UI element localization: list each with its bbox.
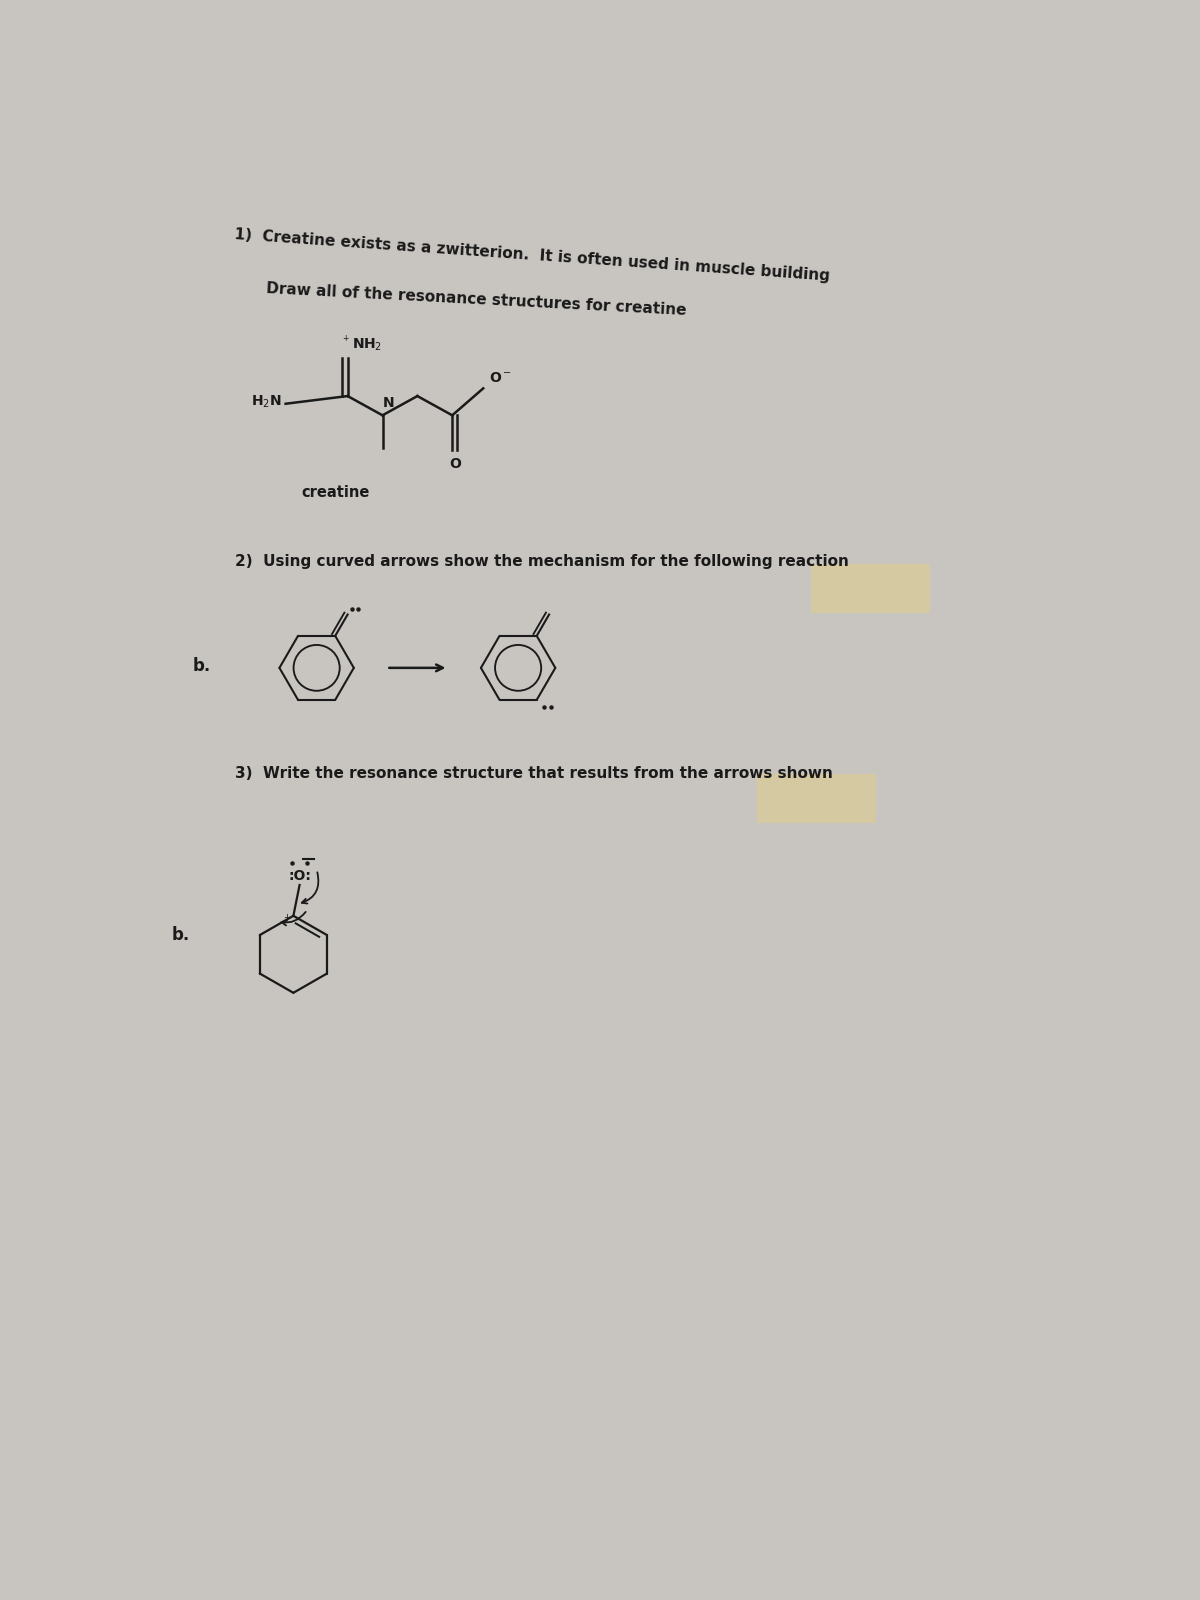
Text: NH$_2$: NH$_2$ [353,336,383,354]
Text: $^+$: $^+$ [282,914,292,926]
Text: N: N [383,395,394,410]
Text: b.: b. [193,656,211,675]
Text: 1)  Creatine exists as a zwitterion.  It is often used in muscle building: 1) Creatine exists as a zwitterion. It i… [234,227,830,283]
Text: :O:: :O: [288,869,311,883]
FancyArrowPatch shape [282,912,306,925]
Text: Draw all of the resonance structures for creatine: Draw all of the resonance structures for… [265,280,686,317]
Text: creatine: creatine [302,485,370,499]
Text: $^+$: $^+$ [342,334,350,344]
Text: 3)  Write the resonance structure that results from the arrows shown: 3) Write the resonance structure that re… [235,766,833,781]
Text: H$_2$N: H$_2$N [251,394,282,411]
FancyBboxPatch shape [811,563,930,613]
Text: O: O [450,458,461,470]
FancyBboxPatch shape [757,774,876,824]
FancyArrowPatch shape [302,872,318,904]
Text: 2)  Using curved arrows show the mechanism for the following reaction: 2) Using curved arrows show the mechanis… [235,554,850,570]
Text: b.: b. [172,926,190,944]
Text: O$^-$: O$^-$ [488,371,511,386]
